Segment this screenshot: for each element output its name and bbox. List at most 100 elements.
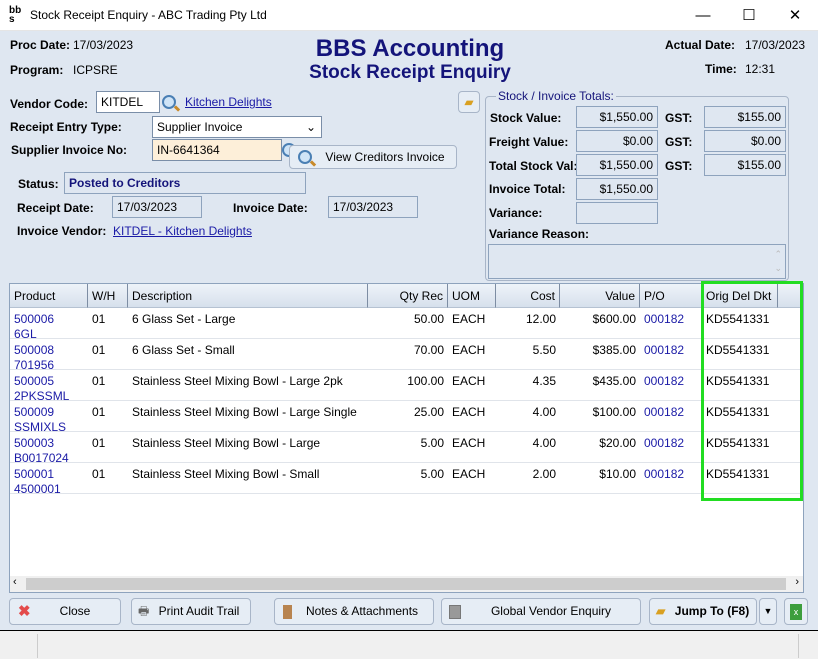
status-bar	[0, 631, 818, 659]
cell-qty-rec: 25.00	[413, 405, 444, 419]
column-header-cost[interactable]: Cost	[496, 284, 560, 308]
gst-label: GST:	[665, 159, 693, 173]
jump-to-button[interactable]: ▰ Jump To (F8)	[649, 598, 757, 625]
cell-cost: 4.00	[532, 405, 556, 419]
stock-value: $1,550.00	[576, 106, 658, 128]
variance-label: Variance:	[489, 206, 543, 220]
freight-gst: $0.00	[704, 130, 786, 152]
invoice-date: 17/03/2023	[328, 196, 418, 218]
cell-uom: EACH	[452, 436, 486, 450]
column-header-qty-rec[interactable]: Qty Rec	[368, 284, 448, 308]
proc-date: 17/03/2023	[73, 38, 134, 52]
new-folder-button[interactable]: ▰	[458, 91, 480, 113]
table-row[interactable]: 500006 01 6 Glass Set - Large 50.00 EACH 12.0…	[10, 308, 803, 341]
cell-product-alt-code: 701956	[14, 358, 55, 372]
receipt-type-value: Supplier Invoice	[157, 120, 243, 134]
maximize-button[interactable]: ☐	[742, 7, 756, 24]
row-divider	[10, 431, 803, 432]
scroll-left-icon[interactable]: ‹	[13, 576, 17, 588]
horizontal-scrollbar[interactable]: ‹ ›	[10, 576, 803, 592]
cell-uom: EACH	[452, 312, 486, 326]
window-title: Stock Receipt Enquiry - ABC Trading Pty …	[30, 8, 267, 22]
cell-uom: EACH	[452, 405, 486, 419]
receipt-date-label: Receipt Date:	[17, 201, 94, 215]
column-header-value[interactable]: Value	[560, 284, 640, 308]
cell-product: 500001	[14, 467, 55, 481]
cell-qty-rec: 5.00	[420, 436, 444, 450]
variance-reason-label: Variance Reason:	[489, 227, 590, 241]
cell-po: 000182	[644, 405, 685, 419]
notes-attachments-button[interactable]: Notes & Attachments	[274, 598, 434, 625]
excel-icon: x	[790, 604, 802, 620]
vendor-search-icon[interactable]	[162, 95, 176, 109]
cell-po: 000182	[644, 374, 685, 388]
supplier-invoice-input[interactable]: IN-6641364	[152, 139, 282, 161]
folders-icon: ▰	[656, 604, 666, 618]
app-logo-icon: bb s	[9, 5, 22, 25]
cell-wh: 01	[92, 436, 106, 450]
global-vendor-label: Global Vendor Enquiry	[490, 604, 612, 618]
cell-cost: 4.00	[532, 436, 556, 450]
printer-icon: 🖶	[138, 604, 150, 618]
time-label: Time:	[705, 62, 737, 76]
column-header-product[interactable]: Product	[10, 284, 88, 308]
vendor-name-link[interactable]: Kitchen Delights	[185, 95, 272, 109]
cell-qty-rec: 70.00	[413, 343, 444, 357]
jump-to-label: Jump To (F8)	[674, 604, 750, 618]
invoice-vendor-label: Invoice Vendor:	[17, 224, 107, 238]
cell-wh: 01	[92, 312, 106, 326]
cell-cost: 2.00	[532, 467, 556, 481]
chevron-down-icon: ⌄	[305, 120, 316, 134]
receipt-type-select[interactable]: Supplier Invoice ⌄	[152, 116, 322, 138]
vendor-code-input[interactable]: KITDEL	[96, 91, 160, 113]
column-header-po[interactable]: P/O	[640, 284, 702, 308]
scroll-right-icon[interactable]: ›	[795, 576, 799, 588]
close-label: Close	[59, 604, 91, 618]
actual-date: 17/03/2023	[745, 38, 806, 52]
cell-orig-del-dkt: KD5541331	[706, 312, 770, 326]
excel-export-button[interactable]: x	[784, 598, 808, 625]
scrollbar-thumb[interactable]	[26, 578, 786, 590]
close-button[interactable]: ✖ Close	[9, 598, 121, 625]
table-row[interactable]: 500005 01 Stainless Steel Mixing Bowl - La…	[10, 370, 803, 403]
textarea-scroll-icon[interactable]: ⌃ ⌄	[774, 249, 782, 273]
row-divider	[10, 338, 803, 339]
cell-product: 500006	[14, 312, 55, 326]
proc-date-label: Proc Date:	[10, 38, 71, 52]
program: ICPSRE	[73, 63, 118, 77]
cell-product-alt-code: 6GL	[14, 327, 37, 341]
column-header-uom[interactable]: UOM	[448, 284, 496, 308]
magnifier-icon	[298, 150, 312, 164]
invoice-vendor-link[interactable]: KITDEL - Kitchen Delights	[113, 224, 252, 238]
column-header-orig-del-dkt[interactable]: Orig Del Dkt	[702, 284, 778, 308]
folder-add-icon: ▰	[464, 95, 474, 109]
program-label: Program:	[10, 63, 64, 77]
column-header-description[interactable]: Description	[128, 284, 368, 308]
print-audit-trail-button[interactable]: 🖶 Print Audit Trail	[131, 598, 251, 625]
cell-wh: 01	[92, 467, 106, 481]
minimize-button[interactable]: —	[695, 7, 711, 24]
variance-value	[576, 202, 658, 224]
view-creditors-invoice-label: View Creditors Invoice	[325, 150, 445, 164]
totals-group	[485, 96, 789, 281]
table-row[interactable]: 500009 01 Stainless Steel Mixing Bowl - La…	[10, 401, 803, 434]
cell-product-alt-code: 4500001	[14, 482, 61, 496]
jump-to-dropdown[interactable]: ▼	[759, 598, 777, 625]
table-row[interactable]: 500008 01 6 Glass Set - Small 70.00 EACH 5.50…	[10, 339, 803, 372]
table-row[interactable]: 500003 01 Stainless Steel Mixing Bowl - La…	[10, 432, 803, 465]
cell-qty-rec: 50.00	[413, 312, 444, 326]
red-x-icon: ✖	[18, 603, 31, 620]
column-header-wh[interactable]: W/H	[88, 284, 128, 308]
close-window-button[interactable]: ✕	[788, 7, 802, 24]
cell-wh: 01	[92, 405, 106, 419]
row-divider	[10, 369, 803, 370]
cell-uom: EACH	[452, 374, 486, 388]
view-creditors-invoice-button[interactable]: View Creditors Invoice	[289, 145, 457, 169]
cell-description: Stainless Steel Mixing Bowl - Large Sing…	[132, 405, 357, 419]
orig-del-dkt-highlight	[701, 281, 803, 501]
table-row[interactable]: 500001 01 Stainless Steel Mixing Bowl - Sm…	[10, 463, 803, 496]
global-vendor-enquiry-button[interactable]: Global Vendor Enquiry	[441, 598, 641, 625]
status-label: Status:	[18, 177, 59, 191]
stock-value-label: Stock Value:	[490, 111, 562, 125]
app-title: BBS Accounting	[315, 35, 505, 62]
